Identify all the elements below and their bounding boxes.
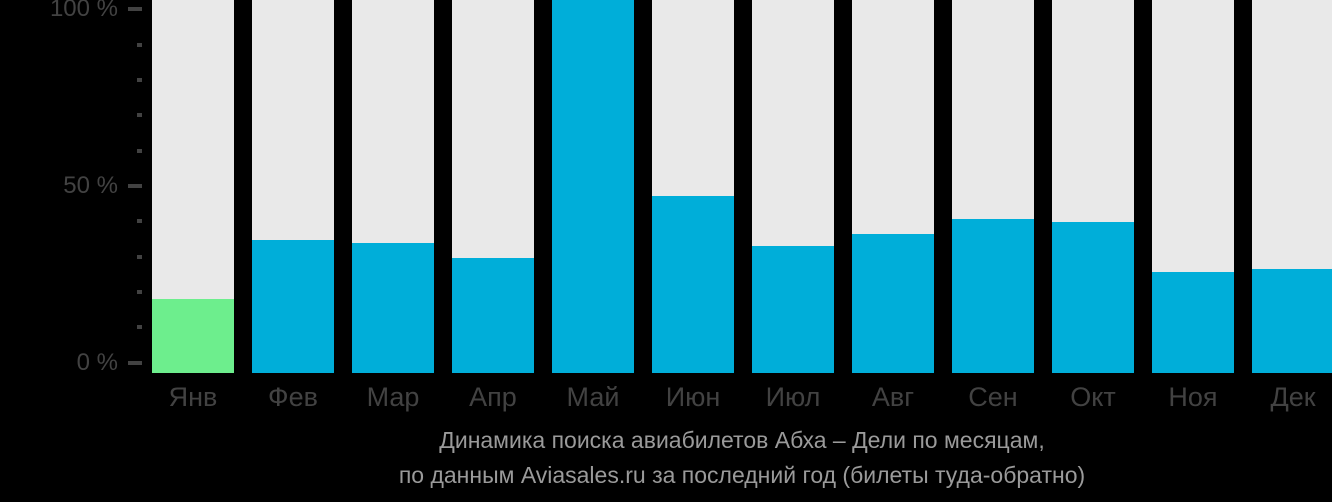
bar-Окт	[1052, 221, 1134, 373]
chart-caption: Динамика поиска авиабилетов Абха – Дели …	[152, 423, 1332, 493]
bar-Май	[552, 0, 634, 373]
month-label-Июн: Июн	[665, 382, 721, 412]
bar-track-Авг	[852, 0, 934, 373]
y-minor-tick-30	[137, 254, 142, 259]
bar-Сен	[952, 219, 1034, 373]
y-minor-tick-90	[137, 42, 142, 47]
month-label-Окт: Окт	[1070, 382, 1116, 412]
bar-Июл	[752, 245, 834, 373]
y-axis-label-0: 0 %	[76, 348, 118, 376]
y-minor-tick-20	[137, 289, 142, 294]
y-major-tick-100	[128, 7, 142, 12]
bar-Апр	[452, 257, 534, 373]
bar-track-Июл	[752, 0, 834, 373]
bar-track-Апр	[452, 0, 534, 373]
month-label-Янв: Янв	[168, 382, 218, 412]
chart-title: Динамика поиска авиабилетов Абха – Дели …	[439, 427, 1045, 453]
month-label-Сен: Сен	[968, 382, 1018, 412]
bar-track-Сен	[952, 0, 1034, 373]
bar-track-Ноя	[1152, 0, 1234, 373]
bar-Мар	[352, 243, 434, 373]
month-label-Июл: Июл	[765, 382, 821, 412]
bar-track-Фев	[252, 0, 334, 373]
bar-Фев	[252, 239, 334, 373]
month-label-Апр: Апр	[469, 382, 517, 412]
bar-Авг	[852, 233, 934, 373]
bar-track-Июн	[652, 0, 734, 373]
month-label-Май: Май	[566, 382, 620, 412]
bar-Дек	[1252, 268, 1332, 373]
y-major-tick-50	[128, 183, 142, 188]
bar-track-Май	[552, 0, 634, 373]
y-minor-tick-80	[137, 77, 142, 82]
chart-subtitle: по данным Aviasales.ru за последний год …	[398, 462, 1086, 488]
y-minor-tick-70	[137, 113, 142, 118]
y-minor-tick-40	[137, 219, 142, 224]
y-minor-tick-60	[137, 148, 142, 153]
bar-Июн	[652, 196, 734, 373]
y-axis-label-50: 50 %	[63, 171, 118, 199]
bar-Ноя	[1152, 272, 1234, 373]
y-axis-label-100: 100 %	[49, 0, 118, 23]
month-label-Ноя: Ноя	[1168, 382, 1218, 412]
month-label-Дек: Дек	[1270, 382, 1316, 412]
bar-track-Янв	[152, 0, 234, 373]
bar-track-Окт	[1052, 0, 1134, 373]
bar-track-Дек	[1252, 0, 1332, 373]
month-label-Мар: Мар	[366, 382, 420, 412]
month-label-Авг: Авг	[871, 382, 915, 412]
month-label-Фев: Фев	[268, 382, 318, 412]
bar-track-Мар	[352, 0, 434, 373]
y-major-tick-0	[128, 360, 142, 365]
y-minor-tick-10	[137, 325, 142, 330]
bar-Янв	[152, 298, 234, 373]
